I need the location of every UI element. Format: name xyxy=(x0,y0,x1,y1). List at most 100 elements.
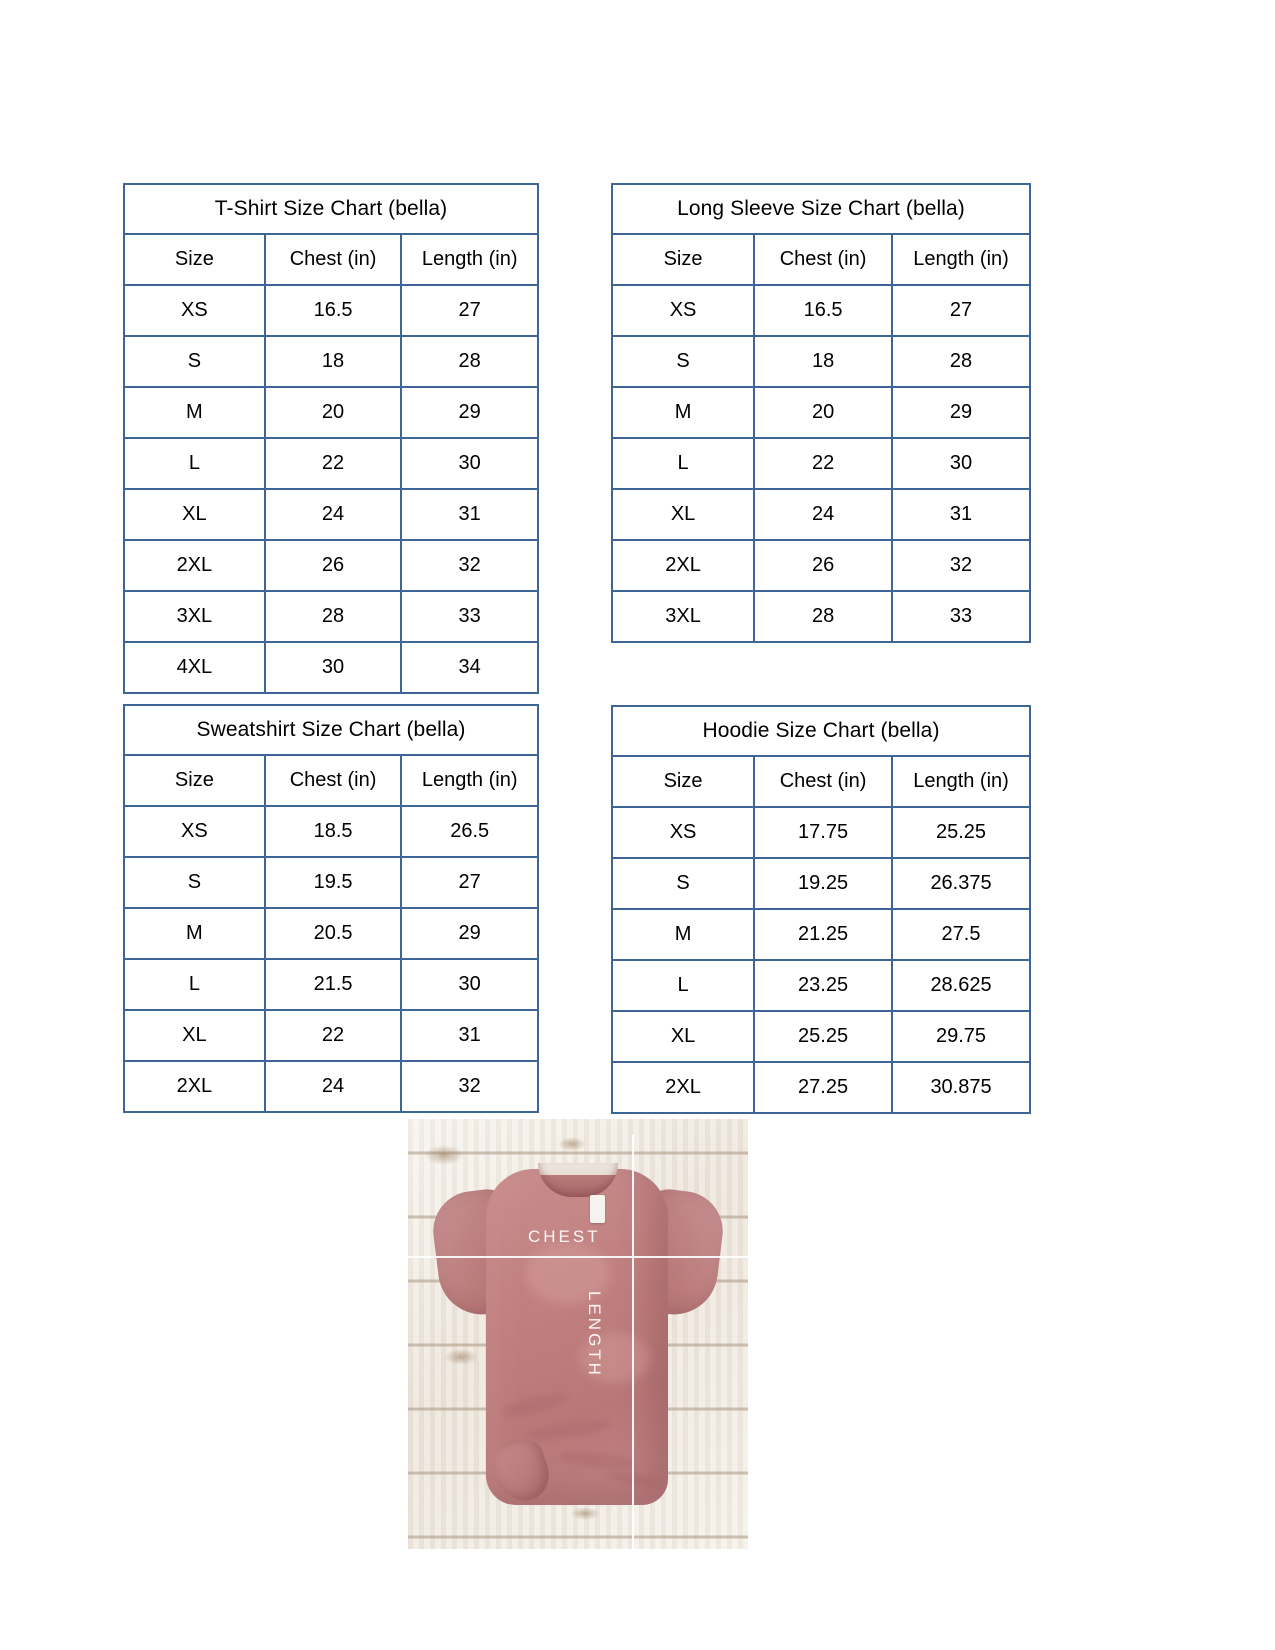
cell-size: 3XL xyxy=(610,590,756,643)
length-measure-label: LENGTH xyxy=(585,1291,604,1378)
column-header-length: Length (in) xyxy=(400,754,539,807)
table-row: XL 25.25 29.75 xyxy=(610,1010,1031,1063)
cell-chest: 22 xyxy=(753,437,894,490)
table-row: XL 24 31 xyxy=(123,488,539,541)
cell-size: 2XL xyxy=(610,539,756,592)
table-row: 3XL 28 33 xyxy=(123,590,539,643)
cell-chest: 18.5 xyxy=(263,805,403,858)
cell-length: 27 xyxy=(400,284,539,337)
size-chart-table-sweatshirt: Sweatshirt Size Chart (bella) Size Chest… xyxy=(123,704,539,1113)
table-row: M 20 29 xyxy=(610,386,1031,439)
cell-size: L xyxy=(123,437,266,490)
cell-length: 29 xyxy=(400,907,539,960)
column-header-length: Length (in) xyxy=(891,233,1031,286)
table-row: 3XL 28 33 xyxy=(610,590,1031,643)
cell-size: 2XL xyxy=(123,1060,266,1113)
cell-size: S xyxy=(610,335,756,388)
cell-length: 32 xyxy=(891,539,1031,592)
cell-size: XS xyxy=(123,284,266,337)
size-chart-table-hoodie: Hoodie Size Chart (bella) Size Chest (in… xyxy=(610,705,1031,1114)
cell-size: M xyxy=(123,386,266,439)
cell-size: XL xyxy=(610,488,756,541)
cell-length: 33 xyxy=(400,590,539,643)
column-header-length: Length (in) xyxy=(891,755,1031,808)
cell-chest: 28 xyxy=(263,590,403,643)
cell-size: XL xyxy=(123,488,266,541)
cell-chest: 20 xyxy=(753,386,894,439)
cell-chest: 21.25 xyxy=(753,908,894,961)
table-row: S 19.25 26.375 xyxy=(610,857,1031,910)
table-row: M 20.5 29 xyxy=(123,907,539,960)
cell-length: 28 xyxy=(400,335,539,388)
cell-size: L xyxy=(610,437,756,490)
cell-size: M xyxy=(610,386,756,439)
table-title-row: Hoodie Size Chart (bella) xyxy=(611,705,1031,757)
cell-length: 29.75 xyxy=(891,1010,1031,1063)
cell-chest: 18 xyxy=(263,335,403,388)
table-row: L 22 30 xyxy=(610,437,1031,490)
cell-chest: 30 xyxy=(263,641,403,694)
cell-size: 2XL xyxy=(610,1061,756,1114)
table-row: M 21.25 27.5 xyxy=(610,908,1031,961)
cell-size: S xyxy=(610,857,756,910)
table-title: Long Sleeve Size Chart (bella) xyxy=(611,183,1031,235)
table-row: 4XL 30 34 xyxy=(123,641,539,694)
cell-size: XS xyxy=(610,806,756,859)
cell-chest: 19.25 xyxy=(753,857,894,910)
table-row: L 21.5 30 xyxy=(123,958,539,1011)
table-row: 2XL 26 32 xyxy=(123,539,539,592)
chest-measure-line xyxy=(408,1256,748,1258)
cell-size: XL xyxy=(610,1010,756,1063)
cell-length: 26.375 xyxy=(891,857,1031,910)
table-row: 2XL 27.25 30.875 xyxy=(610,1061,1031,1114)
cell-length: 31 xyxy=(400,1009,539,1062)
table-title: T-Shirt Size Chart (bella) xyxy=(123,183,539,235)
cell-chest: 27.25 xyxy=(753,1061,894,1114)
cell-size: S xyxy=(123,856,266,909)
column-header-chest: Chest (in) xyxy=(263,233,403,286)
size-chart-table-tshirt: T-Shirt Size Chart (bella) Size Chest (i… xyxy=(123,183,539,694)
table-header-row: Size Chest (in) Length (in) xyxy=(610,233,1031,286)
cell-length: 27.5 xyxy=(891,908,1031,961)
cell-chest: 16.5 xyxy=(753,284,894,337)
measurement-guide-photo: CHEST LENGTH xyxy=(408,1119,748,1549)
column-header-length: Length (in) xyxy=(400,233,539,286)
cell-chest: 25.25 xyxy=(753,1010,894,1063)
cell-length: 30 xyxy=(891,437,1031,490)
table-row: XS 17.75 25.25 xyxy=(610,806,1031,859)
fabric-highlight xyxy=(580,1333,650,1383)
column-header-size: Size xyxy=(123,233,266,286)
column-header-size: Size xyxy=(610,233,756,286)
table-header-row: Size Chest (in) Length (in) xyxy=(123,233,539,286)
cell-length: 32 xyxy=(400,1060,539,1113)
cell-length: 30 xyxy=(400,437,539,490)
table-title-row: Long Sleeve Size Chart (bella) xyxy=(611,183,1031,235)
cell-size: M xyxy=(123,907,266,960)
column-header-chest: Chest (in) xyxy=(263,754,403,807)
table-header-row: Size Chest (in) Length (in) xyxy=(610,755,1031,808)
column-header-chest: Chest (in) xyxy=(753,233,894,286)
table-row: XS 16.5 27 xyxy=(123,284,539,337)
cell-chest: 26 xyxy=(753,539,894,592)
wood-knot xyxy=(558,1137,586,1151)
cell-length: 31 xyxy=(400,488,539,541)
column-header-chest: Chest (in) xyxy=(753,755,894,808)
cell-length: 31 xyxy=(891,488,1031,541)
cell-chest: 24 xyxy=(263,488,403,541)
cell-length: 33 xyxy=(891,590,1031,643)
cell-length: 29 xyxy=(891,386,1031,439)
table-row: M 20 29 xyxy=(123,386,539,439)
cell-chest: 23.25 xyxy=(753,959,894,1012)
cell-size: XS xyxy=(123,805,266,858)
chest-measure-label: CHEST xyxy=(528,1227,601,1246)
length-measure-line xyxy=(632,1135,634,1549)
wood-knot xyxy=(444,1349,478,1365)
cell-chest: 19.5 xyxy=(263,856,403,909)
cell-size: S xyxy=(123,335,266,388)
cell-size: 2XL xyxy=(123,539,266,592)
table-row: S 18 28 xyxy=(610,335,1031,388)
cell-size: 3XL xyxy=(123,590,266,643)
table-row: XL 24 31 xyxy=(610,488,1031,541)
size-chart-table-longsleeve: Long Sleeve Size Chart (bella) Size Ches… xyxy=(610,183,1031,643)
cell-chest: 22 xyxy=(263,437,403,490)
